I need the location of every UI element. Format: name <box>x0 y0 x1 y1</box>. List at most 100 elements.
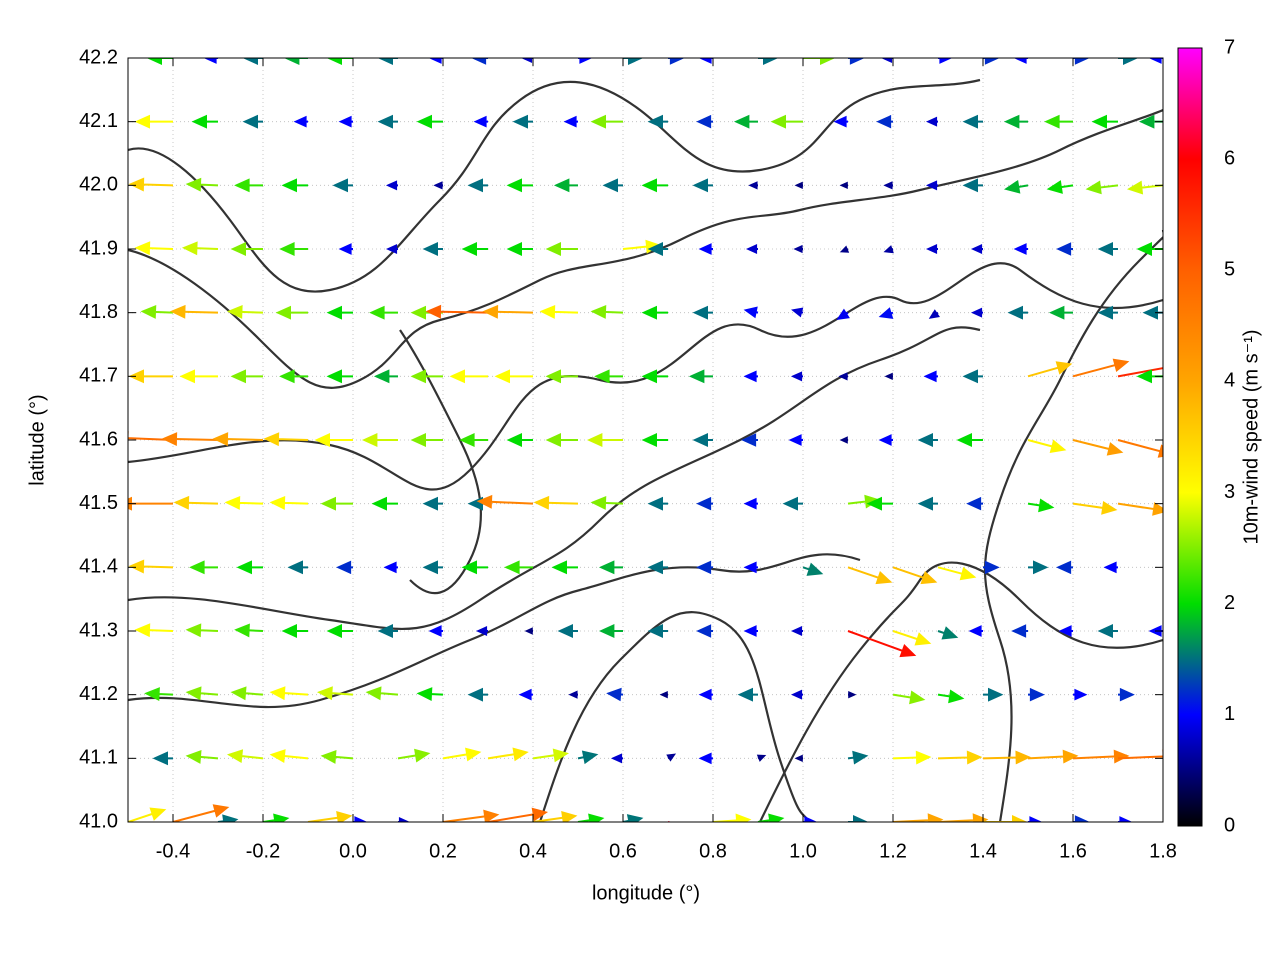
wind-arrow <box>332 178 353 193</box>
wind-arrow <box>923 370 938 383</box>
wind-arrow <box>539 304 579 319</box>
wind-arrow <box>173 495 219 510</box>
wind-arrow <box>688 369 713 384</box>
wind-arrow <box>471 58 488 65</box>
wind-arrow <box>482 304 534 319</box>
wind-arrow <box>1056 560 1073 575</box>
wind-arrow <box>590 305 624 319</box>
wind-arrow <box>788 434 803 446</box>
y-axis-label: latitude (°) <box>26 394 48 485</box>
wind-arrow <box>487 747 529 762</box>
wind-arrow <box>1027 361 1073 378</box>
wind-arrow <box>622 814 644 822</box>
wind-arrow <box>606 687 624 702</box>
wind-arrow <box>191 114 218 129</box>
colorbar <box>1177 47 1203 827</box>
wind-arrow <box>917 433 938 447</box>
wind-arrow <box>144 687 174 701</box>
wind-arrow <box>641 369 668 384</box>
contour-line <box>128 108 1163 389</box>
x-axis-label: longitude (°) <box>592 882 700 904</box>
wind-arrow <box>770 114 803 129</box>
wind-arrow <box>925 180 938 191</box>
wind-arrow <box>610 753 623 764</box>
wind-arrow <box>373 369 398 384</box>
wind-arrow <box>803 816 818 822</box>
wind-arrow <box>794 754 803 763</box>
wind-arrow <box>428 625 443 637</box>
wind-arrow <box>962 369 983 384</box>
wind-arrow <box>410 433 443 447</box>
wind-arrow <box>1072 439 1124 456</box>
wind-arrow <box>1091 114 1118 129</box>
y-tick-label: 41.3 <box>79 619 118 641</box>
wind-arrow <box>377 114 398 129</box>
wind-arrow <box>385 243 398 255</box>
wind-arrow <box>839 245 850 253</box>
x-tick-label: 1.2 <box>879 840 907 862</box>
wind-arrow <box>279 242 308 256</box>
wind-arrow <box>377 624 398 638</box>
wind-arrow <box>146 58 173 65</box>
wind-arrow <box>1027 749 1079 764</box>
wind-arrow <box>1103 561 1118 574</box>
wind-arrow <box>279 369 308 384</box>
wind-arrow <box>433 181 443 190</box>
wind-arrow <box>741 433 758 447</box>
wind-arrow <box>1028 816 1043 822</box>
wind-arrow <box>659 690 668 699</box>
wind-arrow <box>802 562 824 576</box>
wind-arrow <box>1046 180 1074 194</box>
wind-arrow <box>506 178 533 193</box>
contour-line <box>983 230 1163 822</box>
wind-arrow <box>1007 305 1028 320</box>
wind-arrow <box>647 624 668 638</box>
wind-arrow <box>314 433 353 447</box>
wind-arrow <box>226 304 264 319</box>
wind-arrow <box>696 114 713 129</box>
wind-arrow <box>696 560 713 575</box>
wind-arrow <box>518 688 533 701</box>
contour-line <box>128 78 981 293</box>
wind-arrow <box>449 369 488 384</box>
wind-arrow <box>1148 58 1163 64</box>
colorbar-tick-label: 5 <box>1224 259 1235 281</box>
wind-arrow <box>883 245 894 254</box>
wind-arrow <box>365 686 399 701</box>
colorbar-tick-label: 2 <box>1224 592 1235 614</box>
wind-arrow <box>467 178 488 193</box>
wind-arrow <box>1044 114 1073 129</box>
y-tick-label: 41.2 <box>79 683 118 705</box>
wind-arrow <box>1028 560 1049 575</box>
wind-arrow <box>838 372 848 381</box>
y-tick-label: 41.8 <box>79 301 118 323</box>
x-tick-label: 1.8 <box>1149 840 1177 862</box>
wind-arrow <box>425 304 489 319</box>
wind-arrow <box>577 750 599 765</box>
wind-arrow <box>353 816 368 822</box>
x-tick-label: 0.8 <box>699 840 727 862</box>
wind-arrow <box>848 690 857 699</box>
wind-arrow <box>269 749 309 763</box>
wind-arrow <box>461 560 488 575</box>
wind-arrow <box>962 178 983 193</box>
wind-arrow <box>793 244 803 254</box>
x-tick-label: -0.2 <box>246 840 280 862</box>
wind-arrow <box>1058 625 1073 637</box>
wind-arrow <box>833 115 848 128</box>
wind-arrow <box>385 180 398 191</box>
wind-arrow <box>876 114 893 129</box>
wind-arrow <box>128 369 173 384</box>
wind-arrow <box>925 116 938 127</box>
wind-arrow <box>269 495 309 510</box>
wind-arrow <box>966 496 983 511</box>
wind-arrow <box>743 497 758 510</box>
wind-arrow <box>242 58 263 65</box>
wind-arrow <box>275 305 308 320</box>
wind-arrow <box>586 433 623 447</box>
wind-arrow <box>203 58 218 64</box>
wind-arrow <box>839 181 848 190</box>
wind-arrow <box>937 750 983 765</box>
colorbar-tick-label: 0 <box>1224 814 1235 836</box>
